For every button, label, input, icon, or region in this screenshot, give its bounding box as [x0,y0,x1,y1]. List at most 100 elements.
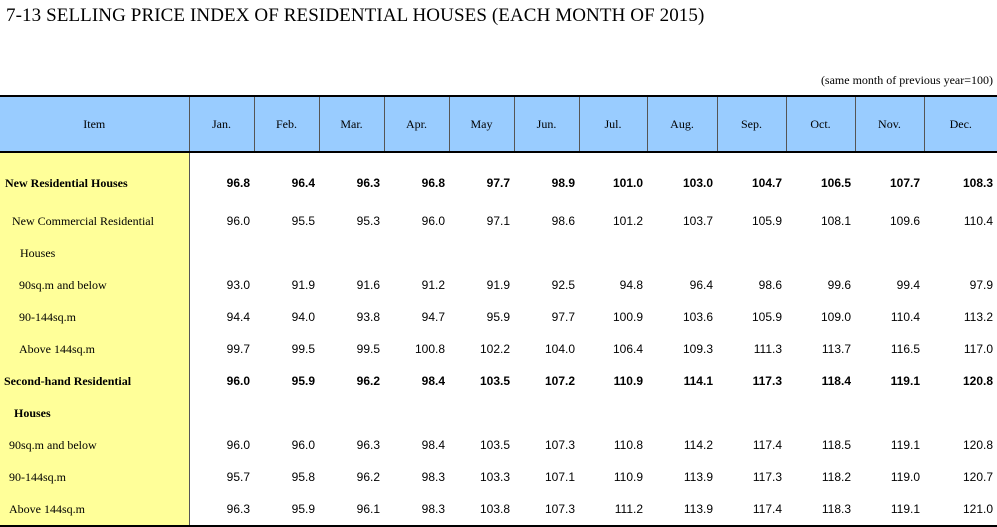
table-cell: 101.2 [612,214,643,228]
row-label: Second-hand Residential [0,365,190,397]
table-cell: 95.7 [226,470,250,484]
row-label: 90sq.m and below [0,429,190,461]
header-row: Item Jan. Feb. Mar. Apr. May Jun. Jul. A… [0,95,997,153]
table-cell: 120.8 [962,438,993,452]
table-cell: 94.0 [291,310,315,324]
row-label: Above 144sq.m [0,333,190,365]
table-cell: 95.9 [291,374,315,388]
table-cell [647,237,717,269]
table-cell: 91.9 [291,278,315,292]
table-cell: 111.2 [579,493,647,527]
table-cell: 102.2 [479,342,510,356]
table-cell: 117.4 [752,438,782,452]
table-cell: 119.1 [855,493,924,527]
table-cell: 108.1 [820,214,851,228]
table-cell: 119.1 [890,374,920,388]
table-cell: 120.8 [962,374,993,388]
table-cell [384,397,449,429]
table-cell: 103.8 [449,493,514,527]
table-cell: 96.0 [226,438,250,452]
table-cell: 118.3 [786,493,855,527]
table-cell: 94.4 [226,310,250,324]
header-month: Aug. [646,95,717,153]
table-cell: 99.7 [226,342,250,356]
table-row: Second-hand Residential 96.0 95.9 96.2 98.4 1… [0,365,997,397]
table-cell: 110.4 [963,214,993,228]
table-cell: 117.3 [752,470,782,484]
table-row: 90-144sq.m 95.7 95.8 96.2 98.3 103.3 107.1 110.… [0,461,997,493]
table-cell: 104.0 [544,342,575,356]
header-month: Sep. [716,95,786,153]
table-row: Above 144sq.m 99.7 99.5 99.5 100.8 102.2 104.0… [0,333,997,365]
table-cell: 96.0 [226,214,250,228]
table-cell [924,397,997,429]
table-cell: 107.2 [544,374,575,388]
row-label: 90-144sq.m [0,461,190,493]
table-cell: 91.6 [356,278,380,292]
table-cell: 96.8 [226,176,250,190]
table-cell: 106.5 [820,176,851,190]
table-cell [717,397,786,429]
table-row: 90sq.m and below 93.0 91.9 91.6 91.2 91.9 92.5… [0,269,997,301]
table-cell: 107.7 [889,176,920,190]
table-cell: 98.6 [551,214,575,228]
table-cell: 93.0 [226,278,250,292]
table-cell [514,397,579,429]
table-cell: 99.6 [827,278,851,292]
row-label: Houses [0,397,190,429]
table-cell: 117.3 [752,374,782,388]
table-cell [579,237,647,269]
table-cell: 116.5 [890,342,920,356]
table-cell: 110.4 [890,310,920,324]
table-cell: 106.4 [612,342,643,356]
table-cell: 98.3 [421,470,445,484]
table-cell: 103.7 [682,214,713,228]
table-cell [189,237,254,269]
table-cell: 109.0 [820,310,851,324]
table-cell: 107.1 [544,470,575,484]
table-cell: 98.4 [421,374,445,388]
table-cell [384,237,449,269]
header-month: Jan. [188,95,254,153]
table-cell: 111.3 [753,342,782,356]
table-cell: 96.0 [421,214,445,228]
table-cell [786,397,855,429]
table-cell: 91.9 [486,278,510,292]
table-cell: 114.1 [683,374,713,388]
table-row: New Residential Houses 96.8 96.4 96.3 96.8 97… [0,152,997,205]
table-cell: 117.0 [963,342,993,356]
table-cell [189,397,254,429]
table-cell: 118.4 [821,374,851,388]
table-cell: 95.9 [486,310,510,324]
table-cell: 120.7 [962,470,993,484]
table-cell: 98.3 [384,493,449,527]
table-cell: 113.9 [683,470,713,484]
table-cell: 110.9 [613,374,643,388]
table-cell: 96.4 [689,278,713,292]
table-cell: 110.8 [613,438,643,452]
header-month: Dec. [923,95,997,153]
table-cell: 96.2 [356,470,380,484]
table-cell [254,237,319,269]
table-cell [514,237,579,269]
table-cell: 100.8 [414,342,445,356]
table-cell [319,237,384,269]
table-cell: 96.2 [356,374,380,388]
table-cell: 96.0 [291,438,315,452]
row-label: Houses [0,237,190,269]
table-cell: 91.2 [421,278,445,292]
table-cell: 99.5 [356,342,380,356]
table-cell: 96.8 [421,176,445,190]
table-cell: 97.7 [486,176,510,190]
table-row: New Commercial Residential 96.0 95.5 95.3 96… [0,205,997,237]
table-cell: 96.3 [189,493,254,527]
table-cell: 94.8 [619,278,643,292]
row-label: New Commercial Residential [0,205,190,237]
table-cell: 98.4 [421,438,445,452]
price-index-table-container: Item Jan. Feb. Mar. Apr. May Jun. Jul. A… [0,95,997,527]
table-cell: 92.5 [551,278,575,292]
table-cell: 113.7 [821,342,851,356]
table-body: New Residential Houses 96.8 96.4 96.3 96.8 97… [0,152,997,527]
table-cell: 108.3 [962,176,993,190]
base-note: (same month of previous year=100) [820,73,993,87]
